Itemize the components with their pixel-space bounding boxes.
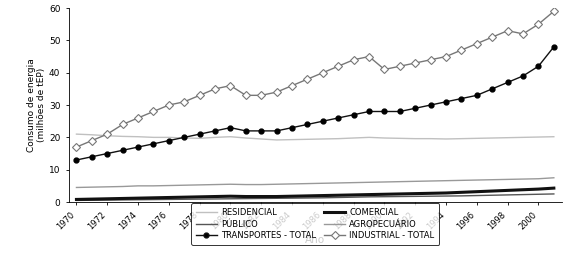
Y-axis label: Consumo de energia
(milhões de tEP): Consumo de energia (milhões de tEP) bbox=[27, 58, 46, 152]
Legend: RESIDENCIAL, PÚBLICO, TRANSPORTES - TOTAL, COMERCIAL, AGROPECUÁRIO, INDUSTRIAL -: RESIDENCIAL, PÚBLICO, TRANSPORTES - TOTA… bbox=[191, 203, 439, 245]
X-axis label: Ano: Ano bbox=[305, 234, 325, 244]
